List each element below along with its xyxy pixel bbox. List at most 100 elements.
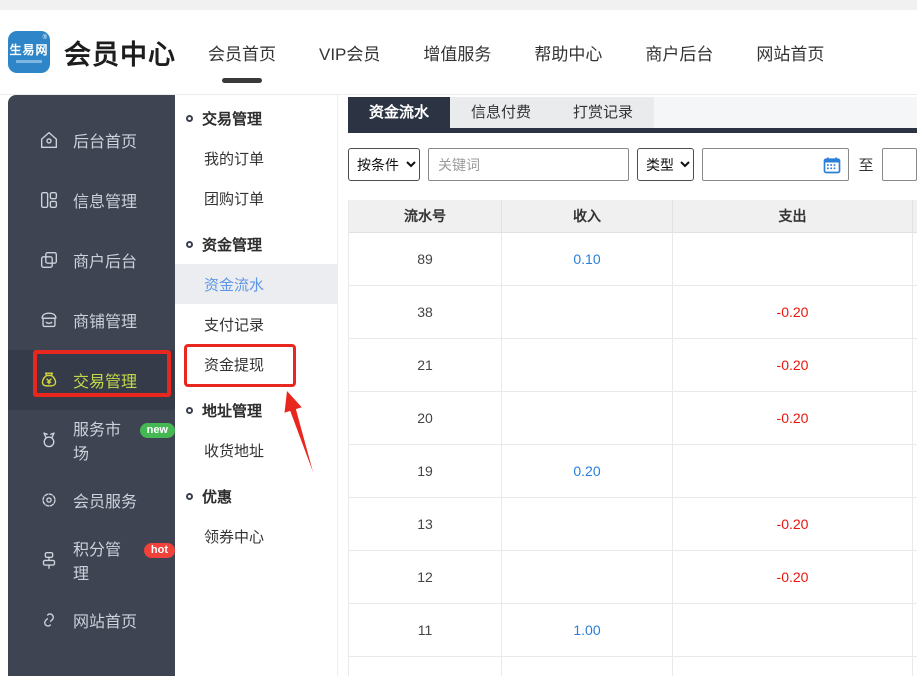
cell-flow-id: 20 — [348, 392, 502, 445]
cell-flow-id: 38 — [348, 286, 502, 339]
gear-icon — [42, 493, 56, 507]
cell-income — [502, 286, 673, 339]
registered-mark: ® — [42, 35, 47, 41]
table-row-partial — [348, 657, 917, 676]
bullet-icon — [186, 240, 193, 248]
submenu-section: 资金管理 — [175, 224, 337, 264]
submenu-item[interactable]: 支付记录 — [204, 316, 265, 334]
condition-select[interactable]: 按条件 — [348, 148, 420, 181]
cell-expense: -0.20 — [673, 286, 913, 339]
table-row: 89 0.10 — [348, 233, 917, 286]
sidebar-item-market[interactable]: 服务市场 new — [8, 410, 175, 470]
top-nav-item[interactable]: 增值服务 — [423, 44, 492, 64]
sidebar-item-label: 交易管理 — [73, 374, 138, 391]
modules-icon — [40, 191, 58, 209]
cell-extra — [913, 551, 917, 604]
cell-empty — [673, 657, 913, 676]
sidebar-item-home[interactable]: 后台首页 — [8, 110, 175, 170]
cell-expense — [673, 445, 913, 498]
submenu-section-label: 资金管理 — [202, 236, 263, 254]
moneybag-icon — [41, 372, 57, 387]
table-header-cell — [913, 200, 917, 233]
cell-income — [502, 392, 673, 445]
filter-row: 按条件 类型 至 — [348, 148, 917, 181]
cell-income: 0.10 — [502, 233, 673, 286]
table-row: 19 0.20 — [348, 445, 917, 498]
sidebar-item-label: 服务市场 — [73, 422, 122, 463]
sidebar-item-moneybag[interactable]: 交易管理 — [8, 350, 175, 410]
tab[interactable]: 打赏记录 — [552, 97, 655, 128]
bullet-icon — [186, 406, 193, 414]
sidebar-item-gear[interactable]: 会员服务 — [8, 470, 175, 530]
date-start-input[interactable] — [702, 148, 850, 181]
cell-income — [502, 498, 673, 551]
header: ® 生易网 会员中心 会员首页 VIP会员 增值服务 帮助中心 商户后台 网站首页 — [0, 10, 917, 95]
brand-logo-text: 生易网 — [9, 43, 49, 57]
cell-expense — [673, 604, 913, 657]
sidebar-item-label: 会员服务 — [73, 494, 138, 511]
top-nav: 会员首页 VIP会员 增值服务 帮助中心 商户后台 网站首页 — [208, 34, 824, 71]
shop-icon — [41, 312, 57, 328]
top-nav-item[interactable]: VIP会员 — [319, 44, 381, 64]
table-header-cell: 流水号 — [348, 200, 502, 233]
sidebar-item-points[interactable]: 积分管理 hot — [8, 530, 175, 590]
submenu-item[interactable]: 资金提现 — [204, 356, 265, 374]
top-strip — [0, 0, 917, 10]
submenu-section: 交易管理 — [175, 98, 337, 138]
top-nav-item[interactable]: 帮助中心 — [534, 44, 603, 64]
submenu-item[interactable]: 团购订单 — [204, 190, 265, 208]
table-header-cell: 收入 — [502, 200, 673, 233]
sidebar-item-label: 信息管理 — [73, 194, 138, 211]
top-nav-item[interactable]: 商户后台 — [645, 44, 714, 64]
brand-logo: ® 生易网 — [8, 31, 50, 73]
sidebar-badge-new: new — [139, 422, 175, 438]
table-header-row: 流水号 收入 支出 — [348, 200, 917, 233]
tab[interactable]: 信息付费 — [450, 97, 553, 128]
type-select[interactable]: 类型 — [637, 148, 694, 181]
bullet-icon — [186, 492, 193, 500]
submenu-item[interactable]: 收货地址 — [204, 442, 265, 460]
cell-income: 1.00 — [502, 604, 673, 657]
cell-income: 0.20 — [502, 445, 673, 498]
top-nav-item[interactable]: 会员首页 — [208, 34, 276, 71]
calendar-icon[interactable] — [822, 155, 842, 175]
tab[interactable]: 资金流水 — [348, 97, 451, 128]
fund-flow-table: 流水号 收入 支出 89 0.10 38 -0.20 21 -0.20 20 -0.20 19 0.20… — [348, 200, 917, 676]
cell-flow-id: 21 — [348, 339, 502, 392]
sidebar-badge-hot: hot — [143, 542, 175, 558]
submenu-item[interactable]: 我的订单 — [204, 150, 265, 168]
top-nav-item[interactable]: 网站首页 — [756, 44, 825, 64]
points-icon — [42, 551, 56, 569]
cell-expense: -0.20 — [673, 392, 913, 445]
cell-income — [502, 551, 673, 604]
sidebar-item-label: 后台首页 — [73, 134, 138, 151]
table-header-cell: 支出 — [673, 200, 913, 233]
table-row: 20 -0.20 — [348, 392, 917, 445]
table-row: 11 1.00 — [348, 604, 917, 657]
cell-empty — [502, 657, 673, 676]
submenu-item[interactable]: 资金流水 — [175, 264, 337, 304]
submenu-item[interactable]: 领券中心 — [204, 528, 265, 546]
sidebar-item-link[interactable]: 网站首页 — [8, 590, 175, 650]
submenu-section-label: 交易管理 — [202, 110, 263, 128]
sidebar: 后台首页信息管理商户后台 商铺管理交易管理服务市场 new 会员服务积分管理 hot 网站… — [8, 95, 175, 676]
cell-expense: -0.20 — [673, 551, 913, 604]
table-row: 38 -0.20 — [348, 286, 917, 339]
sidebar-item-shop[interactable]: 商铺管理 — [8, 290, 175, 350]
date-end-input[interactable] — [882, 148, 917, 181]
cell-expense: -0.20 — [673, 498, 913, 551]
sidebar-item-modules[interactable]: 信息管理 — [8, 170, 175, 230]
keyword-input[interactable] — [428, 148, 629, 181]
table-row: 21 -0.20 — [348, 339, 917, 392]
content-tab-bar: 资金流水 信息付费 打赏记录 — [348, 97, 917, 133]
sidebar-item-merchant[interactable]: 商户后台 — [8, 230, 175, 290]
cell-extra — [913, 392, 917, 445]
cell-extra — [913, 286, 917, 339]
brand-logo-underbar — [16, 60, 42, 63]
sidebar-item-label: 积分管理 — [73, 542, 122, 583]
sidebar-item-label: 网站首页 — [73, 614, 138, 631]
cell-flow-id: 12 — [348, 551, 502, 604]
market-icon — [43, 432, 55, 448]
cell-flow-id: 11 — [348, 604, 502, 657]
